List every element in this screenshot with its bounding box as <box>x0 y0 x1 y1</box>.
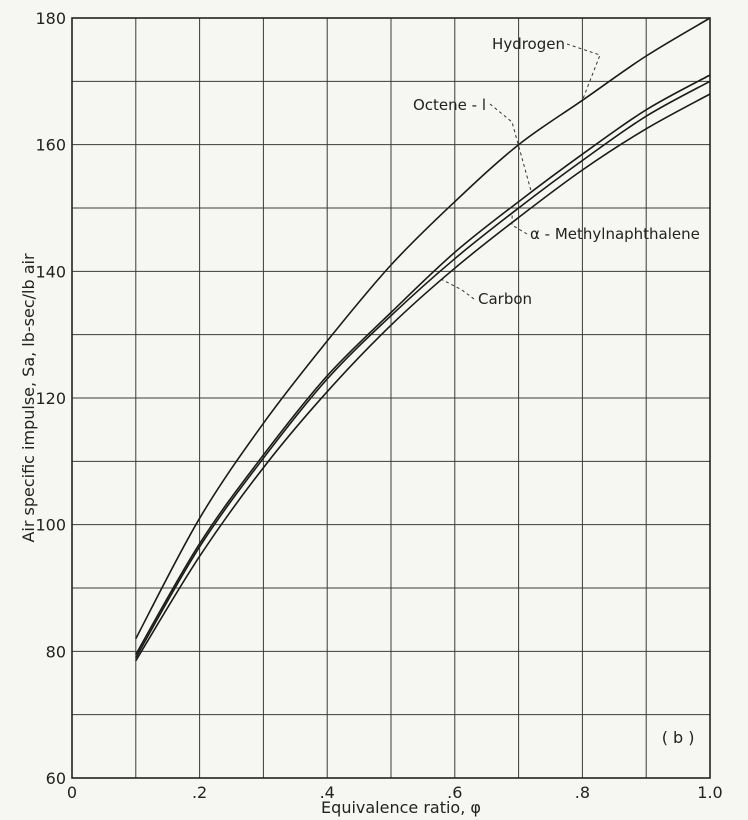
series-line-carbon <box>135 93 711 662</box>
annotation-carbon: Carbon <box>478 290 532 308</box>
grid <box>72 18 710 778</box>
annotation-hydrogen: Hydrogen <box>492 35 565 53</box>
y-tick-label: 120 <box>35 389 66 408</box>
series-line-hydrogen <box>135 17 711 640</box>
x-tick-label: .6 <box>447 783 462 802</box>
annotation-methylnaphthalene: α - Methylnaphthalene <box>530 225 700 243</box>
y-tick-label: 100 <box>35 516 66 535</box>
series-group <box>135 17 711 662</box>
x-tick-labels: 0 .2 .4 .6 .8 1.0 <box>67 783 723 802</box>
x-tick-label: .2 <box>192 783 207 802</box>
annotation-octene-l: Octene - l <box>413 96 486 114</box>
series-line-methylnaphthalene <box>135 80 711 659</box>
annotation-leaders <box>441 43 601 300</box>
x-tick-label: .8 <box>575 783 590 802</box>
plot-frame <box>71 17 711 779</box>
y-tick-label: 160 <box>35 136 66 155</box>
x-axis-title: Equivalence ratio, φ <box>321 798 481 817</box>
y-tick-label: 140 <box>35 262 66 281</box>
y-tick-labels: 60 80 100 120 140 160 180 <box>35 9 66 788</box>
y-tick-label: 180 <box>35 9 66 28</box>
x-tick-label: 1.0 <box>697 783 722 802</box>
leader-hydrogen <box>566 43 601 101</box>
leader-methylnaphthalene <box>511 213 528 235</box>
x-tick-label: .4 <box>320 783 335 802</box>
y-tick-label: 60 <box>46 769 66 788</box>
x-tick-label: 0 <box>67 783 77 802</box>
leader-carbon <box>441 279 475 300</box>
panel-label: ( b ) <box>662 728 695 747</box>
annotation-labels: Hydrogen Octene - l α - Methylnaphthalene C… <box>413 35 700 308</box>
y-tick-label: 80 <box>46 642 66 661</box>
series-line-octene-l <box>135 74 711 655</box>
y-axis-title: Air specific impulse, Sa, lb-sec/lb air <box>19 253 38 543</box>
leader-octene-l <box>489 103 532 193</box>
